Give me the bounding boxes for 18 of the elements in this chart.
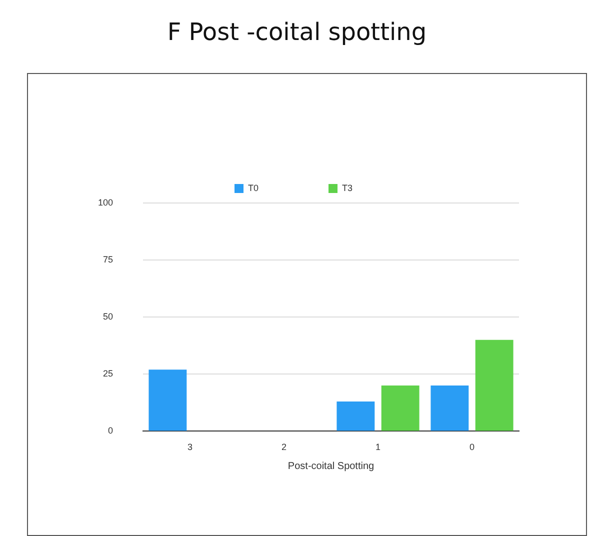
x-tick-label: 1: [376, 442, 381, 452]
x-tick-label: 0: [469, 442, 475, 452]
x-tick-label: 2: [282, 442, 287, 452]
bar: [148, 370, 187, 431]
bar: [475, 340, 514, 431]
x-tick-label: 3: [188, 442, 193, 452]
y-tick-label: 100: [98, 197, 114, 208]
x-axis-title: Post-coital Spotting: [288, 460, 374, 472]
bar: [430, 386, 469, 431]
y-tick-label: 0: [108, 426, 114, 436]
legend-label: T0: [248, 182, 259, 193]
y-tick-label: 50: [103, 312, 114, 322]
bar: [381, 386, 420, 431]
chart-title: F Post -coital spotting: [166, 18, 428, 46]
legend-label: T3: [342, 182, 353, 193]
bar: [336, 402, 375, 431]
y-tick-label: 25: [103, 368, 114, 379]
y-tick-label: 75: [103, 254, 114, 265]
